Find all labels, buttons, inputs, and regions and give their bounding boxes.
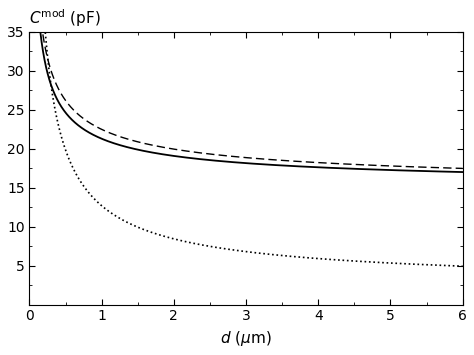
X-axis label: $d$ ($\mu$m): $d$ ($\mu$m) bbox=[220, 329, 272, 348]
Text: $C^{\rm mod}$ (pF): $C^{\rm mod}$ (pF) bbox=[29, 7, 101, 29]
